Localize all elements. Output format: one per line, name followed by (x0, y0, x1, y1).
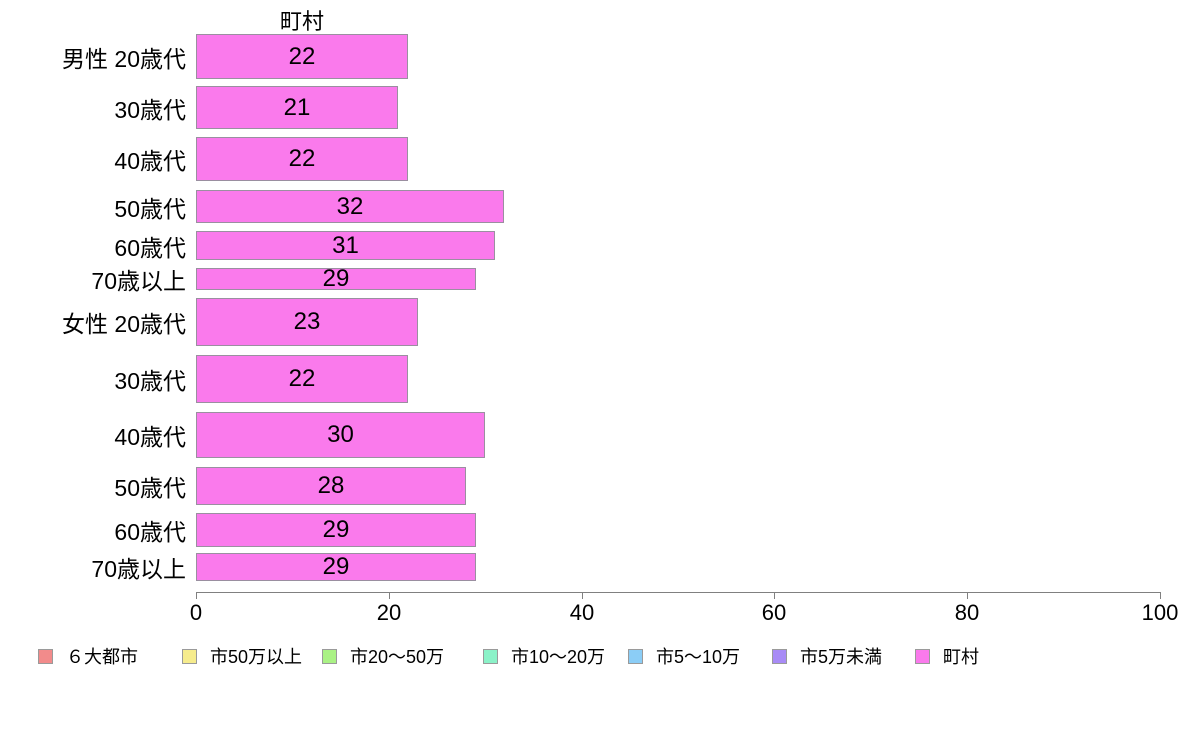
category-label: 30歳代 (114, 96, 186, 123)
bar: 29 (196, 513, 476, 547)
bar: 31 (196, 231, 495, 260)
x-axis-tick (774, 592, 775, 599)
x-axis-tick-label: 100 (1141, 600, 1179, 625)
x-axis-tick-label: 20 (376, 600, 402, 625)
legend-label: 市10〜20万 (511, 647, 606, 667)
legend-swatch-icon (772, 648, 787, 664)
bar-value-label: 32 (336, 192, 364, 220)
x-axis-tick-label: 60 (761, 600, 787, 625)
bar: 30 (196, 412, 485, 458)
x-axis-tick-label: 80 (954, 600, 980, 625)
bar-value-label: 29 (322, 516, 350, 543)
x-axis-tick (1160, 592, 1161, 599)
bar: 21 (196, 86, 398, 129)
bar-value-label: 22 (288, 365, 316, 392)
category-label: 60歳代 (114, 519, 186, 545)
legend-swatch-icon (38, 648, 53, 664)
x-axis-tick (582, 592, 583, 599)
x-axis-line (196, 592, 1161, 593)
category-label: 30歳代 (114, 368, 186, 394)
bar: 22 (196, 34, 408, 79)
bar-value-label: 22 (288, 145, 316, 172)
x-axis-tick-label: 40 (569, 600, 595, 625)
legend-label: 市50万以上 (210, 647, 303, 667)
legend: ６大都市 市50万以上 市20〜50万 市10〜20万 市5〜10万 市5万未満 町村 (0, 643, 1188, 669)
category-label: 女性 20歳代 (62, 311, 186, 337)
bar: 32 (196, 190, 504, 223)
legend-label: 市5〜10万 (656, 647, 741, 667)
legend-swatch-icon (628, 648, 643, 664)
x-axis-tick-label: 0 (189, 600, 203, 625)
legend-swatch-icon (182, 648, 197, 664)
category-label: 70歳以上 (91, 556, 186, 582)
legend-swatch-icon (915, 648, 930, 664)
category-label: 男性 20歳代 (62, 45, 186, 72)
bar-value-label: 22 (288, 42, 316, 70)
legend-label: ６大都市 (66, 647, 138, 667)
bar-value-label: 21 (283, 93, 311, 121)
bar: 29 (196, 265, 476, 292)
legend-label: 市20〜50万 (350, 647, 445, 667)
bar-value-label: 31 (332, 231, 359, 259)
bar: 23 (196, 298, 418, 346)
category-label: 40歳代 (114, 148, 186, 174)
category-label: 50歳代 (114, 475, 186, 501)
legend-item: ６大都市 (38, 643, 138, 669)
legend-item: 市10〜20万 (483, 643, 605, 669)
bar-value-label: 30 (327, 421, 354, 448)
bar: 22 (196, 355, 408, 403)
x-axis-tick (389, 592, 390, 599)
legend-label: 町村 (943, 647, 979, 667)
legend-item: 市5万未満 (772, 643, 882, 669)
category-label: 50歳代 (114, 195, 186, 222)
bar-value-label: 29 (322, 265, 350, 292)
bar: 22 (196, 137, 408, 181)
category-label: 40歳代 (114, 424, 186, 450)
legend-item: 町村 (915, 643, 979, 669)
legend-label: 市5万未満 (800, 647, 883, 667)
category-label: 60歳代 (114, 234, 186, 261)
bar-value-label: 23 (293, 308, 321, 335)
bar-value-label: 28 (317, 472, 345, 499)
x-axis-tick (967, 592, 968, 599)
legend-swatch-icon (322, 648, 337, 664)
bar-value-label: 29 (322, 553, 350, 580)
bar: 28 (196, 467, 466, 505)
legend-swatch-icon (483, 648, 498, 664)
chart-title: 町村 (279, 9, 324, 34)
legend-item: 市20〜50万 (322, 643, 444, 669)
x-axis-tick (196, 592, 197, 599)
legend-item: 市5〜10万 (628, 643, 740, 669)
category-label: 70歳以上 (91, 268, 186, 294)
bar: 29 (196, 553, 476, 581)
legend-item: 市50万以上 (182, 643, 302, 669)
